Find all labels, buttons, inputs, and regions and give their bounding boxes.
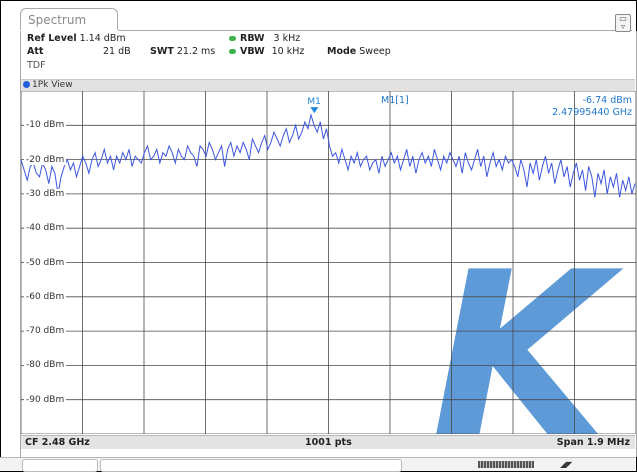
rbw-coupled-indicator [229,36,236,41]
vbw-label: VBW [240,46,265,57]
span-readout: Span 1.9 MHz [556,437,630,448]
vbw-readout: VBW 10 kHz [229,46,304,57]
tab-spectrum[interactable]: Spectrum [20,8,118,30]
rbw-readout: RBW 3 kHz [229,33,300,44]
spectrum-plot[interactable]: K M1 -10 dBm -20 dBm -30 dBm -40 dBm -50 dBm… [21,91,636,434]
marker-m1-icon[interactable] [310,107,319,114]
trace-indicator-icon [23,81,30,88]
tdf-label: TDF [27,60,46,71]
y-tick-label: -50 dBm [24,257,67,268]
att-readout: Att [27,46,43,57]
plot-grid [21,91,636,434]
y-tick-label: -20 dBm [24,154,67,165]
progress-bars-icon [478,461,534,468]
mode-readout: Mode Sweep [327,46,391,57]
tab-divider [118,30,632,31]
spectrum-chart: K M1 [21,91,636,434]
swt-readout: SWT 21.2 ms [150,46,215,57]
status-field-left[interactable] [22,459,98,472]
rbw-label: RBW [240,33,265,44]
marker-readout-label: M1[1] [381,95,409,106]
view-title-bar[interactable]: 1Pk View [21,79,635,91]
ref-level-label: Ref Level [27,33,77,44]
network-icon: ◢◤ [560,460,573,469]
marker-layer: M1 [307,97,321,114]
tab-bar: Spectrum ▭ ▿ [20,5,632,32]
y-tick-label: -90 dBm [24,394,67,405]
watermark-glyph: K [431,224,624,434]
keyboard-icon[interactable]: ▭ ▿ [615,14,631,32]
att-label: Att [27,46,44,57]
rbw-value: 3 kHz [273,33,301,44]
y-tick-label: -30 dBm [24,188,67,199]
ref-level-readout: Ref Level 1.14 dBm [27,33,126,44]
ref-level-value: 1.14 dBm [79,33,126,44]
status-bar: ◢◤ [0,457,635,472]
y-tick-label: -80 dBm [24,360,67,371]
att-value: 21 dB [103,46,131,57]
plot-footer: CF 2.48 GHz 1001 pts Span 1.9 MHz [21,435,635,449]
swt-label: SWT [150,46,174,57]
y-tick-label: -60 dBm [24,291,67,302]
measurement-panel: Ref Level 1.14 dBm Att 21 dB SWT 21.2 ms… [20,31,637,457]
sweep-points: 1001 pts [305,437,352,448]
y-tick-label: -10 dBm [24,120,67,131]
watermark-logo: K [431,224,624,434]
y-tick-label: -70 dBm [24,326,67,337]
marker-m1-label: M1 [307,97,321,107]
swt-value: 21.2 ms [176,46,216,57]
view-label: 1Pk View [32,80,73,90]
marker-frequency: 2.47995440 GHz [552,107,632,118]
marker-level: -6.74 dBm [582,95,632,106]
center-frequency: CF 2.48 GHz [25,437,90,448]
mode-label: Mode [327,46,357,57]
vbw-value: 10 kHz [271,46,305,57]
status-field-center[interactable] [100,459,402,472]
y-tick-label: -40 dBm [24,223,67,234]
mode-value: Sweep [359,46,391,57]
trace-1 [21,113,636,198]
vbw-coupled-indicator [229,49,236,54]
